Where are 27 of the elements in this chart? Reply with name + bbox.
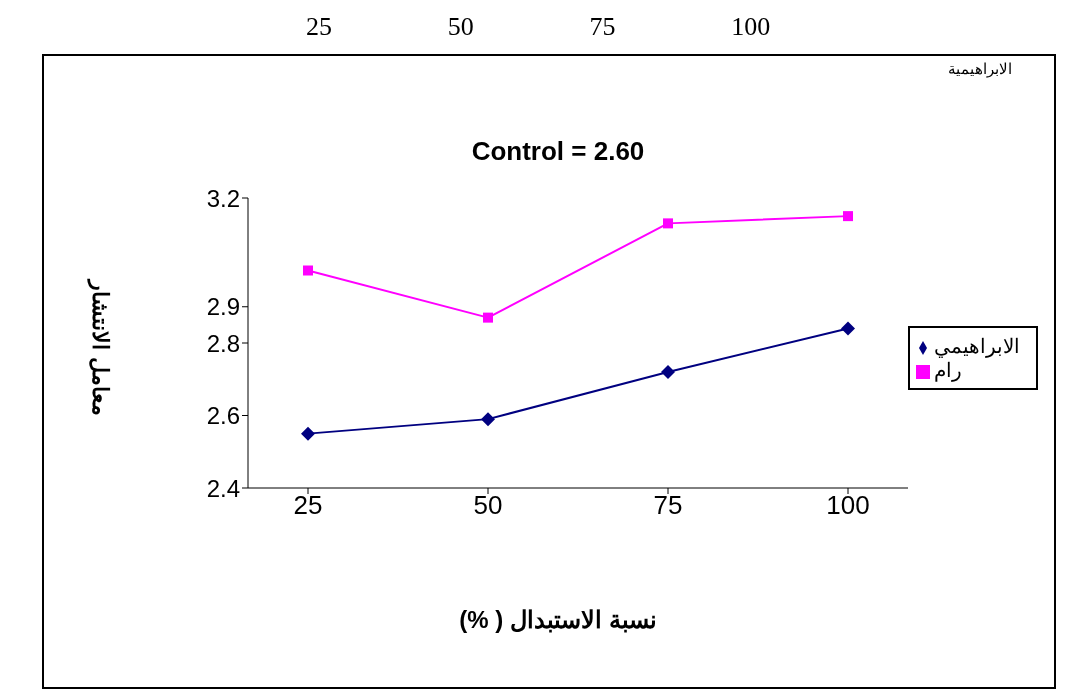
- legend-label: رام: [934, 359, 962, 381]
- legend-label: الابراهيمي: [934, 335, 1020, 357]
- point: [841, 321, 855, 336]
- text: الابراهيمية: [948, 60, 1012, 78]
- y-tick-label: 2.8: [206, 329, 240, 357]
- x-tick-label: 50: [473, 490, 503, 521]
- y-axis-title: معامل الانتشار: [87, 280, 113, 416]
- x-tick-label: 100: [826, 490, 870, 521]
- point: [301, 426, 315, 441]
- point: [481, 412, 495, 427]
- point: [663, 218, 673, 229]
- y-tick-label: 2.6: [206, 402, 240, 430]
- text: 25: [305, 12, 332, 42]
- text: 75: [589, 12, 616, 42]
- chart-title: Control = 2.60: [470, 136, 646, 167]
- x-tick-label: 25: [293, 490, 323, 521]
- x-axis-title: نسبة الاستبدال ( %): [458, 606, 658, 634]
- point: [661, 365, 675, 379]
- point: [303, 265, 313, 276]
- y-tick-label: 2.4: [206, 474, 240, 502]
- point: [843, 211, 853, 222]
- point: [483, 312, 493, 323]
- text: 100: [731, 12, 771, 42]
- text: 50: [447, 12, 474, 42]
- y-tick-label: 3.2: [206, 184, 240, 212]
- x-tick-label: 75: [653, 490, 683, 521]
- y-tick-label: 2.9: [206, 293, 240, 321]
